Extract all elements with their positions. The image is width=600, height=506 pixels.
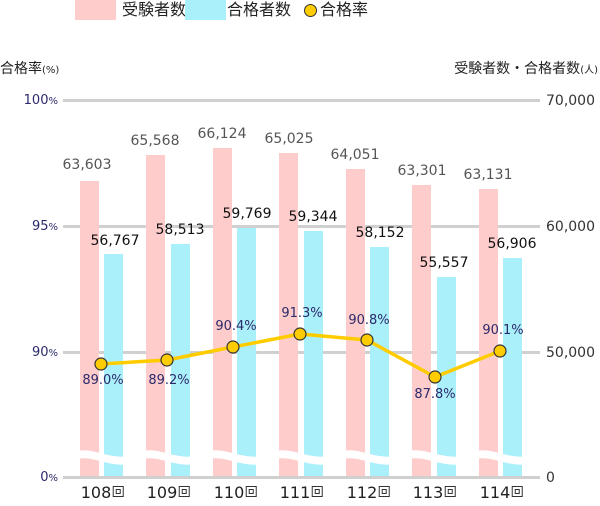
bar-applicants-109 (146, 155, 165, 476)
kai-icon (378, 486, 390, 497)
kai-icon (112, 486, 124, 497)
left-tick-95: 95% (31, 219, 58, 234)
right-tick-60000: 60,000 (546, 219, 595, 235)
left-tick-0: 0% (40, 470, 58, 485)
left-tick-100: 100% (23, 93, 58, 108)
right-tick-0: 0 (546, 470, 555, 486)
label-applicants-114: 63,131 (463, 167, 513, 183)
kai-icon (311, 486, 323, 497)
rate-point-110 (226, 340, 240, 354)
rate-label-113: 87.8% (414, 387, 456, 402)
bar-applicants-112 (346, 169, 365, 476)
bar-passers-111 (304, 231, 323, 476)
left-axis-title-text: 合格率 (0, 61, 42, 77)
bar-applicants-108 (80, 181, 99, 476)
x-label-108: 108 (81, 483, 124, 503)
bar-passers-108 (104, 254, 123, 476)
axis-break-wave (70, 450, 536, 465)
bar-passers-114 (503, 258, 522, 476)
bar-passers-109 (171, 244, 190, 476)
rate-point-108 (94, 357, 108, 371)
left-tick-90: 90% (31, 345, 58, 360)
gridline-0 (63, 476, 540, 479)
label-applicants-113: 63,301 (397, 163, 447, 179)
label-applicants-108: 63,603 (62, 157, 112, 173)
gridline-95 (63, 225, 540, 228)
rate-label-112: 90.8% (348, 313, 390, 328)
label-passers-109: 58,513 (155, 222, 205, 238)
x-label-114: 114 (480, 483, 523, 503)
bar-applicants-113 (412, 185, 431, 476)
bar-applicants-114 (479, 189, 498, 476)
label-passers-114: 56,906 (487, 236, 537, 252)
x-label-112: 112 (347, 483, 390, 503)
label-passers-110: 59,769 (222, 206, 272, 222)
bar-passers-112 (370, 247, 389, 476)
right-tick-50000: 50,000 (546, 345, 595, 361)
kai-icon (511, 486, 523, 497)
legend-swatch-applicants (75, 0, 116, 20)
x-label-110: 110 (214, 483, 257, 503)
rate-label-110: 90.4% (215, 319, 257, 334)
label-applicants-109: 65,568 (130, 133, 180, 149)
label-applicants-112: 64,051 (330, 147, 380, 163)
x-label-111: 111 (280, 483, 323, 503)
x-label-109: 109 (147, 483, 190, 503)
label-passers-113: 55,557 (419, 255, 469, 271)
bar-applicants-110 (213, 148, 232, 476)
label-applicants-111: 65,025 (264, 131, 314, 147)
right-tick-70000: 70,000 (546, 93, 595, 109)
legend-swatch-passers (185, 0, 226, 20)
bar-passers-110 (237, 228, 256, 476)
rate-label-109: 89.2% (148, 373, 190, 388)
gridline-100 (63, 99, 540, 102)
bar-applicants-111 (279, 153, 298, 476)
left-axis-unit: (%) (42, 65, 60, 76)
left-axis-title: 合格率(%) (0, 60, 59, 80)
rate-label-114: 90.1% (482, 323, 524, 338)
rate-point-112 (360, 333, 374, 347)
rate-label-111: 91.3% (281, 306, 323, 321)
bar-passers-113 (437, 277, 456, 476)
gridline-90 (63, 351, 540, 354)
legend-label-passers: 合格者数 (227, 0, 292, 19)
rate-label-108: 89.0% (82, 373, 124, 388)
kai-icon (444, 486, 456, 497)
legend-label-applicants: 受験者数 (122, 0, 187, 19)
label-passers-112: 58,152 (355, 225, 405, 241)
kai-icon (245, 486, 257, 497)
legend-dot-icon (304, 4, 317, 17)
rate-point-114 (493, 344, 507, 358)
label-passers-108: 56,767 (90, 233, 140, 249)
label-passers-111: 59,344 (288, 209, 338, 225)
legend-label-rate: 合格率 (320, 0, 369, 19)
right-axis-unit: (人) (580, 65, 598, 76)
kai-icon (178, 486, 190, 497)
x-label-113: 113 (413, 483, 456, 503)
label-applicants-110: 66,124 (197, 126, 247, 142)
right-axis-title: 受験者数・合格者数(人) (454, 60, 598, 80)
rate-point-111 (293, 327, 307, 341)
right-axis-title-text: 受験者数・合格者数 (454, 61, 581, 77)
rate-point-109 (160, 353, 174, 367)
rate-point-113 (428, 370, 442, 384)
